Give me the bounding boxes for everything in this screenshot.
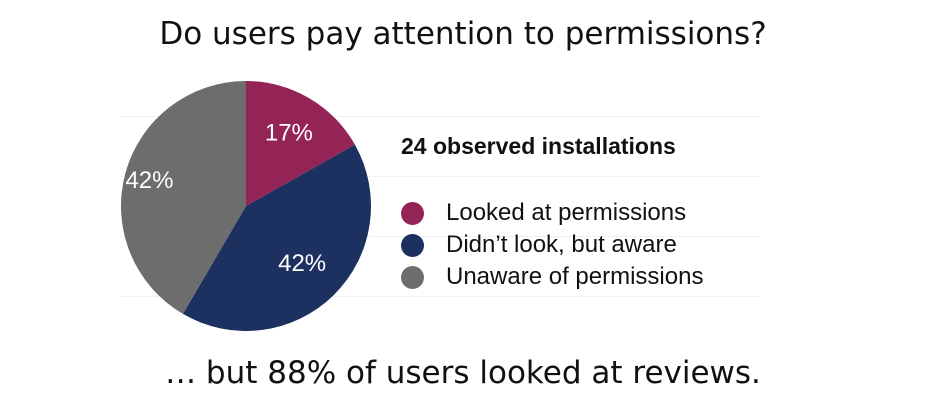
gridline (120, 176, 760, 177)
gridline (120, 236, 760, 237)
slice-value-label: 42% (278, 250, 326, 277)
legend-label: Looked at permissions (446, 199, 687, 226)
chart-title: 24 observed installations (401, 133, 676, 159)
legend-label: Unaware of permissions (446, 263, 704, 290)
legend-swatch (401, 265, 424, 289)
gridline (120, 296, 760, 297)
legend-swatch (401, 201, 424, 225)
slice-looked (246, 81, 355, 206)
slice-unaware (120, 81, 246, 314)
gridline (120, 116, 760, 117)
legend-item-aware: Didn’t look, but aware (401, 229, 703, 261)
legend: Looked at permissions Didn’t look, but a… (401, 197, 703, 293)
legend-label: Didn’t look, but aware (446, 231, 677, 258)
legend-swatch (401, 233, 424, 257)
slice-aware (182, 144, 371, 331)
slice-value-label: 42% (125, 167, 173, 194)
legend-item-unaware: Unaware of permissions (401, 261, 703, 293)
footer-text: … but 88% of users looked at reviews. (165, 355, 761, 391)
slice-value-label: 17% (265, 120, 313, 147)
slide-title: Do users pay attention to permissions? (159, 16, 767, 52)
legend-item-looked: Looked at permissions (401, 197, 703, 229)
